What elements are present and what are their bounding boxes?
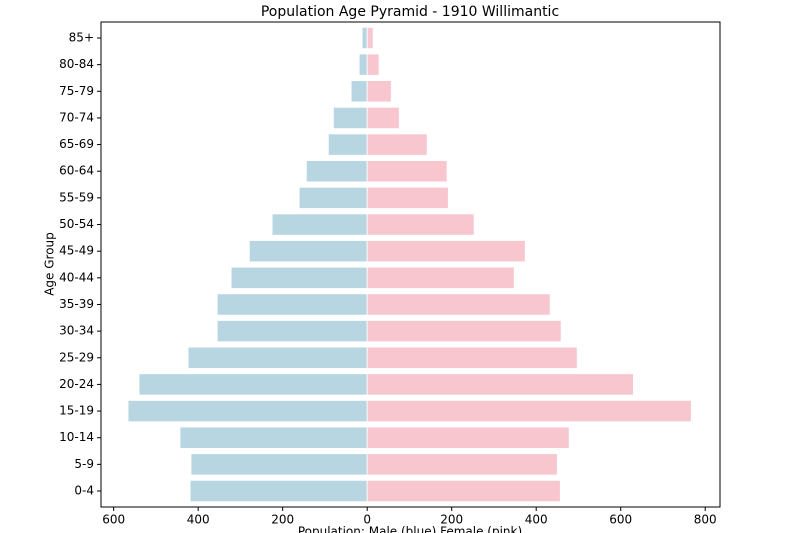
y-tick-label: 50-54 [59, 217, 94, 231]
y-tick-label: 20-24 [59, 377, 94, 391]
bar [305, 160, 368, 183]
bar [366, 479, 561, 503]
bar [127, 400, 368, 423]
bar [358, 53, 368, 76]
bar [366, 213, 475, 236]
bar [366, 453, 558, 476]
bar [366, 400, 692, 423]
bar [366, 26, 374, 50]
bar [366, 320, 562, 343]
bar [361, 26, 368, 50]
bar [138, 373, 368, 396]
y-tick-label: 80-84 [59, 57, 94, 71]
x-tick-label: 800 [694, 513, 717, 527]
bar [366, 346, 578, 369]
x-tick-label: 400 [187, 513, 210, 527]
y-tick-label: 25-29 [59, 350, 94, 364]
x-tick-label: 600 [102, 513, 125, 527]
chart-title: Population Age Pyramid - 1910 Willimanti… [261, 4, 559, 20]
y-axis-label: Age Group [43, 232, 57, 296]
y-tick-label: 85+ [69, 30, 94, 44]
y-tick-label: 75-79 [59, 84, 94, 98]
y-tick-label: 35-39 [59, 297, 94, 311]
y-tick-label: 60-64 [59, 164, 94, 178]
x-axis-label: Population: Male (blue) Female (pink) [298, 525, 522, 533]
bar [366, 53, 380, 76]
x-tick-label: 600 [609, 513, 632, 527]
bar [366, 240, 526, 263]
bar [366, 186, 449, 209]
y-tick-label: 70-74 [59, 110, 94, 124]
bar [366, 373, 634, 396]
y-tick-label: 40-44 [59, 270, 94, 284]
y-tick-label: 0-4 [74, 484, 94, 498]
y-tick-label: 15-19 [59, 404, 94, 418]
bar [216, 293, 368, 316]
bar [332, 106, 368, 129]
bar [327, 133, 368, 156]
bar [190, 453, 368, 476]
x-tick-label: 200 [271, 513, 294, 527]
y-tick-label: 5-9 [74, 457, 94, 471]
y-tick-label: 65-69 [59, 137, 94, 151]
bar [248, 240, 368, 263]
bar [366, 133, 428, 156]
bar [216, 320, 368, 343]
x-tick-label: 200 [440, 513, 463, 527]
bar [366, 80, 392, 103]
bar [366, 106, 400, 129]
bar [298, 186, 368, 209]
plot-frame [100, 21, 721, 508]
y-tick-label: 45-49 [59, 244, 94, 258]
bar [187, 346, 368, 369]
bar [230, 266, 368, 289]
bar [189, 479, 368, 503]
x-tick-label: 0 [363, 513, 371, 527]
bar [271, 213, 368, 236]
y-tick-label: 55-59 [59, 190, 94, 204]
x-tick-label: 400 [525, 513, 548, 527]
bar [366, 160, 448, 183]
bar [179, 426, 368, 449]
bar [366, 426, 570, 449]
bar [366, 266, 515, 289]
y-tick-label: 30-34 [59, 324, 94, 338]
bar [350, 80, 368, 103]
bar [366, 293, 551, 316]
y-tick-label: 10-14 [59, 430, 94, 444]
